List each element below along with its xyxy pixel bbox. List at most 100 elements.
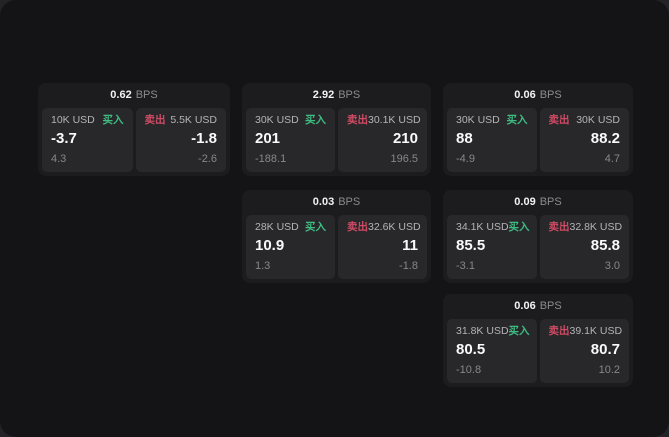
buy-price: 10.9 [255,236,285,254]
sell-delta: 3.0 [604,259,620,272]
buy-price: -3.7 [51,129,77,147]
buy-label: 买入 [305,114,326,126]
sell-pane[interactable]: 卖出 39.1K USD 80.7 10.2 [539,319,629,383]
sell-notional: 5.5K USD [170,114,217,126]
buy-label: 买入 [508,325,530,337]
buy-notional: 34.1K USD [456,221,509,233]
quote-card: 0.62 BPS 10K USD 买入 -3.7 4.3 卖出 5.5K USD… [38,83,230,176]
buy-notional: 31.8K USD [456,325,509,337]
sell-label: 卖出 [347,221,368,233]
buy-pane-header: 10K USD 买入 [51,114,124,127]
buy-price: 85.5 [456,236,486,254]
buy-price: 201 [255,129,281,147]
sell-pane-header: 卖出 5.5K USD [144,114,218,127]
quote-card: 0.03 BPS 28K USD 买入 10.9 1.3 卖出 32.6K US… [242,190,431,283]
sell-delta: 10.2 [598,363,620,376]
buy-delta: -188.1 [255,152,287,165]
buy-label: 买入 [506,114,528,126]
spread-header: 0.03 BPS [246,190,427,215]
buy-pane[interactable]: 28K USD 买入 10.9 1.3 [246,215,335,279]
buy-pane-header: 28K USD 买入 [255,221,326,234]
spread-value: 0.62 [110,89,132,101]
sell-pane-header: 卖出 30.1K USD [347,114,421,127]
buy-delta: -4.9 [456,152,475,165]
buy-pane[interactable]: 31.8K USD 买入 80.5 -10.8 [447,319,537,383]
buy-delta: 4.3 [51,152,67,165]
spread-value: 0.06 [514,300,536,312]
spread-header: 0.06 BPS [447,294,629,319]
buy-pane-header: 34.1K USD 买入 [456,221,530,234]
sell-notional: 39.1K USD [569,325,623,337]
sell-label: 卖出 [548,325,570,337]
buy-notional: 30K USD [456,114,500,126]
sell-pane-header: 卖出 39.1K USD [548,325,623,338]
sell-pane[interactable]: 卖出 30.1K USD 210 196.5 [338,108,427,172]
buy-notional: 28K USD [255,221,299,233]
sell-label: 卖出 [548,114,570,126]
buy-delta: 1.3 [255,259,271,272]
spread-value: 0.06 [514,89,536,101]
quote-card: 0.09 BPS 34.1K USD 买入 85.5 -3.1 卖出 32.8K… [443,190,633,283]
buy-price: 88 [456,129,473,147]
sell-pane-header: 卖出 32.6K USD [347,221,421,234]
sell-pane-header: 卖出 32.8K USD [548,221,623,234]
buy-label: 买入 [102,114,124,126]
sell-delta: 4.7 [604,152,620,165]
quote-panes: 10K USD 买入 -3.7 4.3 卖出 5.5K USD -1.8 -2.… [42,108,226,172]
buy-label: 买入 [305,221,326,233]
sell-pane[interactable]: 卖出 32.8K USD 85.8 3.0 [539,215,629,279]
spread-unit: BPS [539,89,562,101]
buy-price: 80.5 [456,340,486,358]
buy-pane-header: 30K USD 买入 [456,114,528,127]
buy-delta: -3.1 [456,259,475,272]
spread-unit: BPS [539,196,562,208]
quote-panes: 31.8K USD 买入 80.5 -10.8 卖出 39.1K USD 80.… [447,319,629,383]
sell-pane[interactable]: 卖出 5.5K USD -1.8 -2.6 [135,108,226,172]
sell-price: -1.8 [191,129,217,147]
buy-delta: -10.8 [456,363,482,376]
quote-card: 0.06 BPS 31.8K USD 买入 80.5 -10.8 卖出 39.1… [443,294,633,387]
sell-notional: 30K USD [576,114,620,126]
buy-pane[interactable]: 30K USD 买入 201 -188.1 [246,108,335,172]
quote-panes: 34.1K USD 买入 85.5 -3.1 卖出 32.8K USD 85.8… [447,215,629,279]
buy-pane[interactable]: 34.1K USD 买入 85.5 -3.1 [447,215,537,279]
sell-pane[interactable]: 卖出 32.6K USD 11 -1.8 [338,215,427,279]
sell-label: 卖出 [548,221,570,233]
quote-card: 2.92 BPS 30K USD 买入 201 -188.1 卖出 30.1K … [242,83,431,176]
spread-header: 0.06 BPS [447,83,629,108]
sell-price: 11 [402,236,418,254]
spread-header: 0.62 BPS [42,83,226,108]
spread-header: 2.92 BPS [246,83,427,108]
buy-notional: 10K USD [51,114,95,126]
sell-label: 卖出 [144,114,166,126]
sell-notional: 32.8K USD [569,221,623,233]
sell-delta: 196.5 [390,152,418,165]
spread-unit: BPS [338,196,361,208]
spread-value: 2.92 [312,89,335,101]
spread-unit: BPS [539,300,562,312]
quote-panes: 28K USD 买入 10.9 1.3 卖出 32.6K USD 11 -1.8 [246,215,427,279]
buy-pane[interactable]: 30K USD 买入 88 -4.9 [447,108,537,172]
sell-price: 80.7 [590,340,620,358]
quote-panes: 30K USD 买入 201 -188.1 卖出 30.1K USD 210 1… [246,108,427,172]
sell-price: 88.2 [590,129,620,147]
sell-delta: -1.8 [399,259,418,272]
sell-pane-header: 卖出 30K USD [548,114,621,127]
buy-pane-header: 31.8K USD 买入 [456,325,530,338]
sell-pane[interactable]: 卖出 30K USD 88.2 4.7 [539,108,629,172]
spread-header: 0.09 BPS [447,190,629,215]
buy-pane[interactable]: 10K USD 买入 -3.7 4.3 [42,108,133,172]
sell-delta: -2.6 [198,152,217,165]
spread-value: 0.09 [514,196,536,208]
quote-card: 0.06 BPS 30K USD 买入 88 -4.9 卖出 30K USD 8… [443,83,633,176]
buy-notional: 30K USD [255,114,299,126]
quote-panes: 30K USD 买入 88 -4.9 卖出 30K USD 88.2 4.7 [447,108,629,172]
sell-notional: 30.1K USD [368,114,421,126]
sell-price: 85.8 [590,236,620,254]
sell-notional: 32.6K USD [368,221,421,233]
spread-unit: BPS [338,89,361,101]
buy-pane-header: 30K USD 买入 [255,114,326,127]
buy-label: 买入 [508,221,530,233]
spread-unit: BPS [135,89,158,101]
